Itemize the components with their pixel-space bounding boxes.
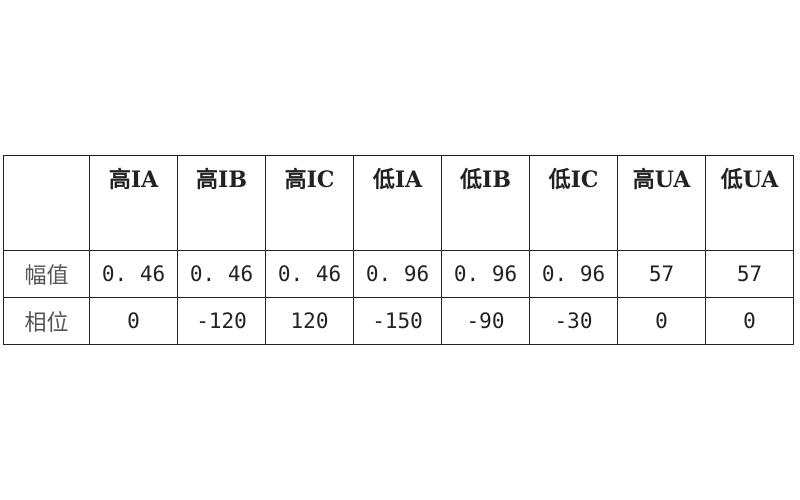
table-cell: 0. 96 — [441, 250, 530, 298]
table-cell: 0. 96 — [353, 250, 442, 298]
table-cell: -120 — [177, 297, 266, 345]
header-cell: 低IB — [441, 155, 530, 251]
header-cell: 高IA — [89, 155, 178, 251]
table-cell: 0 — [617, 297, 706, 345]
header-row: 高IA 高IB 高IC 低IA 低IB 低IC 高UA 低UA — [3, 155, 794, 251]
header-cell: 低IC — [529, 155, 618, 251]
header-cell: 低IA — [353, 155, 442, 251]
table-cell: 57 — [617, 250, 706, 298]
table-cell: 0 — [89, 297, 178, 345]
header-cell: 低UA — [705, 155, 794, 251]
row-label: 幅值 — [3, 250, 90, 298]
header-cell: 高IC — [265, 155, 354, 251]
header-cell — [3, 155, 90, 251]
table-cell: -30 — [529, 297, 618, 345]
table-cell: 57 — [705, 250, 794, 298]
table-row-amplitude: 幅值 0. 46 0. 46 0. 46 0. 96 0. 96 0. 96 5… — [3, 250, 794, 298]
table-cell: 120 — [265, 297, 354, 345]
table-cell: 0. 46 — [177, 250, 266, 298]
header-cell: 高UA — [617, 155, 706, 251]
table-cell: -90 — [441, 297, 530, 345]
table-cell: -150 — [353, 297, 442, 345]
header-cell: 高IB — [177, 155, 266, 251]
row-label: 相位 — [3, 297, 90, 345]
table-cell: 0. 96 — [529, 250, 618, 298]
table-cell: 0. 46 — [265, 250, 354, 298]
table-row-phase: 相位 0 -120 120 -150 -90 -30 0 0 — [3, 297, 794, 345]
data-table: 高IA 高IB 高IC 低IA 低IB 低IC 高UA 低UA 幅值 0. 46… — [3, 155, 794, 345]
table-cell: 0 — [705, 297, 794, 345]
table-cell: 0. 46 — [89, 250, 178, 298]
